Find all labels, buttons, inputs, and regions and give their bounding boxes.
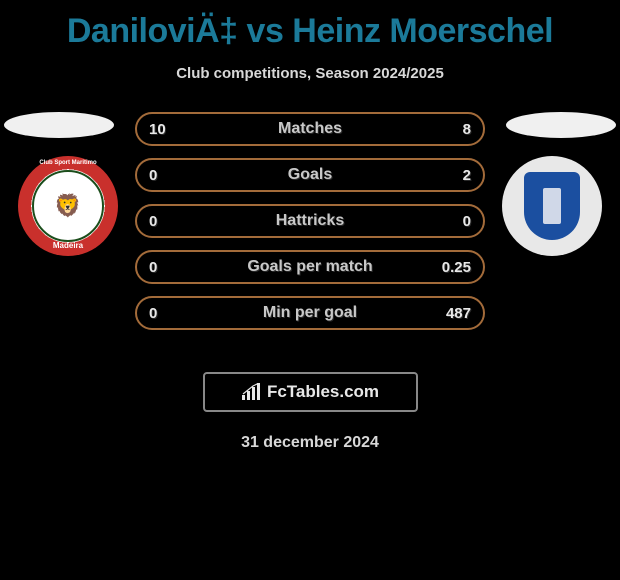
player-right-ellipse: [506, 112, 616, 138]
stat-label: Goals per match: [137, 258, 483, 276]
stat-row: 0 Hattricks 0: [135, 204, 485, 238]
club-right-tower-icon: [543, 188, 561, 224]
club-badge-right: [502, 156, 602, 256]
club-badge-left: Club Sport Maritimo 🦁 Madeira: [18, 156, 118, 256]
date-text: 31 december 2024: [0, 434, 620, 452]
comparison-content: Club Sport Maritimo 🦁 Madeira 10 Matches…: [0, 112, 620, 362]
page-title: DaniloviÄ‡ vs Heinz Moerschel: [0, 0, 620, 51]
stats-table: 10 Matches 8 0 Goals 2 0 Hattricks 0 0 G…: [135, 112, 485, 342]
stat-label: Hattricks: [137, 212, 483, 230]
stat-row: 0 Goals 2: [135, 158, 485, 192]
player-left-zone: Club Sport Maritimo 🦁 Madeira: [0, 112, 120, 256]
stat-row: 10 Matches 8: [135, 112, 485, 146]
stat-label: Min per goal: [137, 304, 483, 322]
club-left-bottom-text: Madeira: [18, 241, 118, 250]
stat-label: Matches: [137, 120, 483, 138]
club-left-emblem: 🦁: [32, 170, 104, 242]
club-left-top-text: Club Sport Maritimo: [18, 160, 118, 166]
club-right-shield: [524, 172, 580, 240]
stat-label: Goals: [137, 166, 483, 184]
player-left-ellipse: [4, 112, 114, 138]
stat-row: 0 Min per goal 487: [135, 296, 485, 330]
bar-chart-icon: [241, 383, 263, 401]
brand-box[interactable]: FcTables.com: [203, 372, 418, 412]
stat-row: 0 Goals per match 0.25: [135, 250, 485, 284]
player-right-zone: [500, 112, 620, 256]
brand-text: FcTables.com: [267, 382, 379, 402]
subtitle: Club competitions, Season 2024/2025: [0, 65, 620, 82]
